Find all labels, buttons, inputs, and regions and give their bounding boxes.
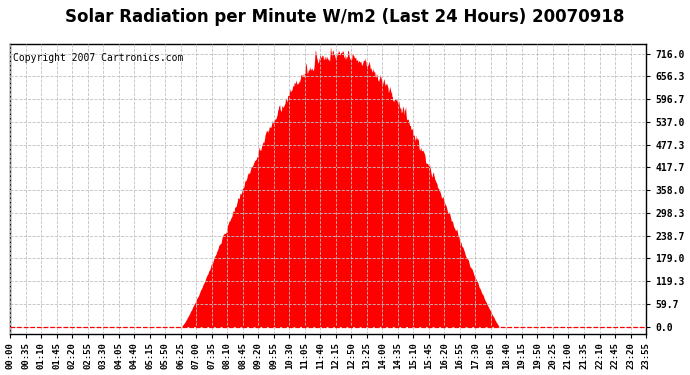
Text: Solar Radiation per Minute W/m2 (Last 24 Hours) 20070918: Solar Radiation per Minute W/m2 (Last 24… (66, 8, 624, 26)
Text: Copyright 2007 Cartronics.com: Copyright 2007 Cartronics.com (13, 53, 184, 63)
